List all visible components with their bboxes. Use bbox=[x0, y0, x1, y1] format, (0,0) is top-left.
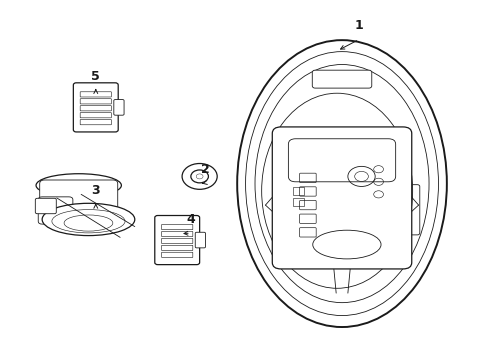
Ellipse shape bbox=[254, 64, 428, 303]
Text: 2: 2 bbox=[201, 163, 209, 176]
Ellipse shape bbox=[42, 203, 135, 235]
Ellipse shape bbox=[245, 51, 438, 316]
FancyBboxPatch shape bbox=[40, 180, 118, 211]
FancyBboxPatch shape bbox=[312, 70, 371, 88]
FancyBboxPatch shape bbox=[195, 232, 205, 248]
FancyBboxPatch shape bbox=[288, 139, 395, 182]
FancyBboxPatch shape bbox=[155, 216, 199, 265]
Ellipse shape bbox=[36, 174, 121, 197]
FancyBboxPatch shape bbox=[73, 83, 118, 132]
Text: 1: 1 bbox=[354, 19, 363, 32]
Ellipse shape bbox=[261, 93, 412, 288]
Circle shape bbox=[196, 174, 203, 179]
Circle shape bbox=[182, 163, 217, 189]
FancyBboxPatch shape bbox=[272, 127, 411, 269]
Circle shape bbox=[190, 170, 208, 183]
FancyBboxPatch shape bbox=[114, 100, 124, 115]
Text: 3: 3 bbox=[91, 184, 100, 197]
FancyBboxPatch shape bbox=[35, 198, 56, 214]
Text: 4: 4 bbox=[186, 213, 195, 226]
Ellipse shape bbox=[312, 230, 380, 259]
FancyBboxPatch shape bbox=[38, 197, 73, 224]
FancyBboxPatch shape bbox=[396, 185, 419, 235]
Text: 5: 5 bbox=[91, 69, 100, 82]
